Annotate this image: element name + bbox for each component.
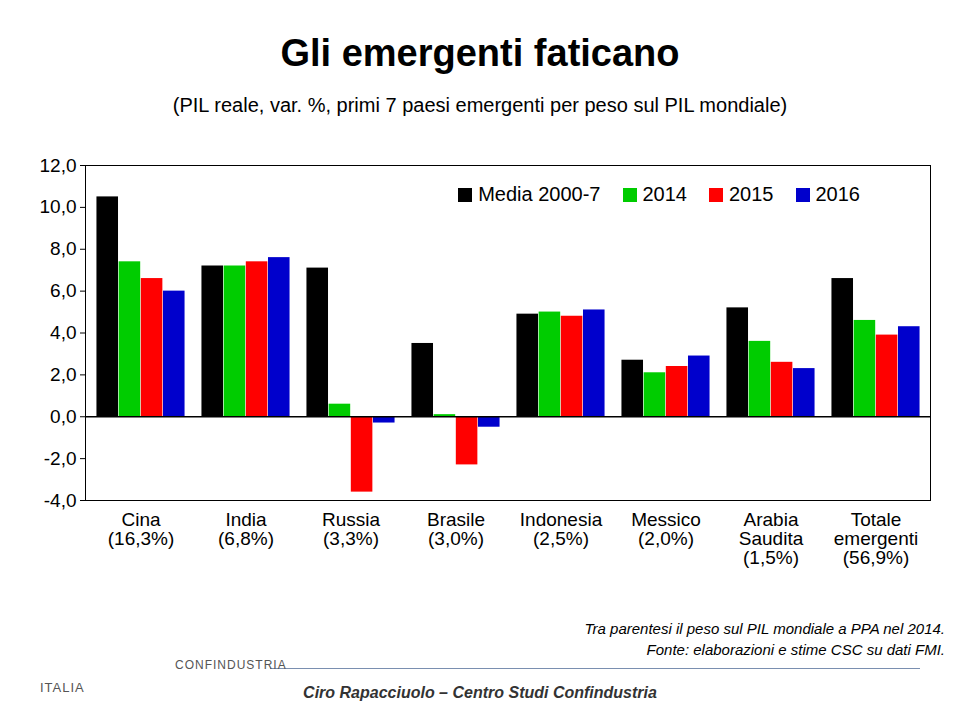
svg-text:Brasile(3,0%): Brasile(3,0%) — [427, 509, 485, 549]
svg-text:2,0: 2,0 — [50, 364, 76, 385]
svg-text:Totaleemergenti(56,9%): Totaleemergenti(56,9%) — [834, 509, 919, 568]
html-text:ITALIA: ITALIA — [40, 680, 85, 695]
html-text:Ciro Rapacciuolo – Centro Stud: Ciro Rapacciuolo – Centro Studi Confindu… — [303, 684, 657, 701]
svg-text:10,0: 10,0 — [40, 196, 77, 217]
svg-text:0,0: 0,0 — [50, 406, 76, 427]
svg-text:ArabiaSaudita(1,5%): ArabiaSaudita(1,5%) — [739, 509, 804, 568]
html-text:2016: 2016 — [815, 183, 860, 205]
html-text:2014: 2014 — [642, 183, 687, 205]
html-text:Tra parentesi il peso sul PIL: Tra parentesi il peso sul PIL mondiale a… — [584, 620, 945, 637]
svg-text:-4,0: -4,0 — [44, 490, 77, 511]
svg-text:Indonesia(2,5%): Indonesia(2,5%) — [520, 509, 603, 549]
svg-text:Cina(16,3%): Cina(16,3%) — [108, 509, 175, 549]
html-text:2015: 2015 — [729, 183, 774, 205]
svg-text:6,0: 6,0 — [50, 280, 76, 301]
svg-text:Russia(3,3%): Russia(3,3%) — [322, 509, 381, 549]
html-text:Fonte: elaborazioni e stime CS: Fonte: elaborazioni e stime CSC su dati … — [646, 641, 945, 658]
svg-text:-2,0: -2,0 — [44, 448, 77, 469]
html-text:(PIL reale, var. %, primi 7 pa: (PIL reale, var. %, primi 7 paesi emerge… — [172, 94, 788, 116]
svg-text:India(6,8%): India(6,8%) — [218, 509, 274, 549]
html-text:CONFINDUSTRIA: CONFINDUSTRIA — [175, 658, 287, 672]
html-text:Media 2000-7: Media 2000-7 — [478, 183, 601, 205]
svg-text:8,0: 8,0 — [50, 238, 76, 259]
svg-text:12,0: 12,0 — [40, 155, 77, 176]
svg-text:4,0: 4,0 — [50, 322, 76, 343]
svg-text:Messico(2,0%): Messico(2,0%) — [631, 509, 701, 549]
html-text:Gli emergenti faticano: Gli emergenti faticano — [280, 32, 680, 74]
